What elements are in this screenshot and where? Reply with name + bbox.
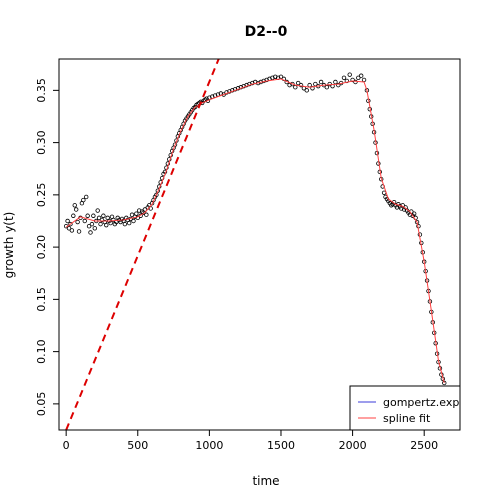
data-point: [101, 213, 106, 218]
data-point: [142, 207, 148, 212]
legend-label: spline fit: [383, 412, 431, 425]
legend-label: gompertz.exp: [383, 396, 459, 409]
data-point: [91, 213, 96, 218]
data-point: [293, 85, 298, 90]
data-point: [81, 197, 86, 203]
data-point: [221, 92, 226, 97]
y-tick-label: 0.15: [35, 287, 48, 312]
data-point: [84, 194, 89, 200]
y-axis-label: growth y(t): [2, 212, 16, 279]
data-point: [318, 79, 324, 85]
x-tick-label: 1500: [267, 439, 295, 452]
data-point: [129, 212, 135, 217]
data-point: [411, 211, 417, 216]
data-point: [89, 221, 95, 227]
data-point: [347, 72, 352, 77]
data-point: [69, 228, 75, 233]
data-point: [154, 192, 159, 198]
data-point: [344, 78, 350, 84]
legend: gompertz.exp spline fit: [349, 385, 461, 431]
y-tick-label: 0.35: [35, 78, 48, 103]
data-point: [290, 81, 295, 87]
data-point: [71, 213, 76, 218]
data-point: [65, 218, 70, 224]
data-point: [68, 221, 73, 227]
x-tick-label: 2000: [339, 439, 367, 452]
data-point: [134, 211, 139, 216]
y-tick-label: 0.05: [35, 392, 48, 417]
y-tick-label: 0.25: [35, 183, 48, 208]
data-point: [333, 79, 338, 85]
y-axis: 0.05 0.10 0.15 0.20 0.25 0.30 0.35: [35, 78, 59, 416]
x-tick-label: 2500: [410, 439, 438, 452]
data-point: [341, 75, 347, 81]
data-point: [99, 217, 105, 223]
data-point: [111, 217, 116, 223]
data-point: [336, 82, 341, 88]
chart-title: D2--0: [245, 24, 288, 40]
plot-frame: [58, 58, 461, 431]
data-point: [104, 222, 109, 228]
tangent-line: [65, 59, 220, 430]
plot-content: [63, 59, 447, 430]
data-point: [88, 230, 93, 235]
data-point: [144, 212, 149, 217]
plot-area: 0 500 1000 1500 2000 2500 0.05 0.10 0.15 0.20 0.25…: [35, 58, 461, 452]
data-point: [82, 218, 87, 224]
y-tick-label: 0.10: [35, 339, 48, 364]
data-point: [66, 226, 72, 231]
data-point: [353, 79, 358, 85]
y-tick-label: 0.30: [35, 130, 48, 155]
data-point: [131, 218, 136, 224]
data-point: [72, 203, 77, 208]
data-point: [92, 226, 97, 231]
data-point: [356, 75, 361, 81]
x-tick-label: 500: [127, 439, 148, 452]
x-tick-label: 0: [63, 439, 70, 452]
data-point: [86, 224, 92, 229]
legend-box: [349, 385, 461, 431]
data-point: [298, 82, 304, 88]
data-point: [96, 215, 102, 221]
data-point: [135, 215, 140, 221]
x-axis-label: time: [252, 474, 279, 488]
data-point: [304, 88, 309, 93]
data-point: [76, 229, 82, 234]
y-tick-label: 0.20: [35, 235, 48, 259]
data-point: [358, 73, 364, 78]
x-tick-label: 1000: [195, 439, 223, 452]
data-point: [95, 208, 100, 213]
data-point: [361, 77, 367, 83]
data-point: [122, 221, 128, 227]
data-point: [75, 219, 80, 225]
data-point: [350, 77, 355, 83]
x-axis: 0 500 1000 1500 2000 2500: [63, 430, 438, 452]
data-point: [307, 82, 312, 88]
data-point: [126, 220, 132, 226]
data-points: [63, 72, 447, 386]
spline-fit-line: [65, 78, 445, 384]
data-point: [98, 221, 103, 227]
data-point: [85, 213, 90, 218]
data-point: [295, 80, 301, 86]
data-point: [324, 85, 330, 90]
data-point: [73, 207, 79, 212]
